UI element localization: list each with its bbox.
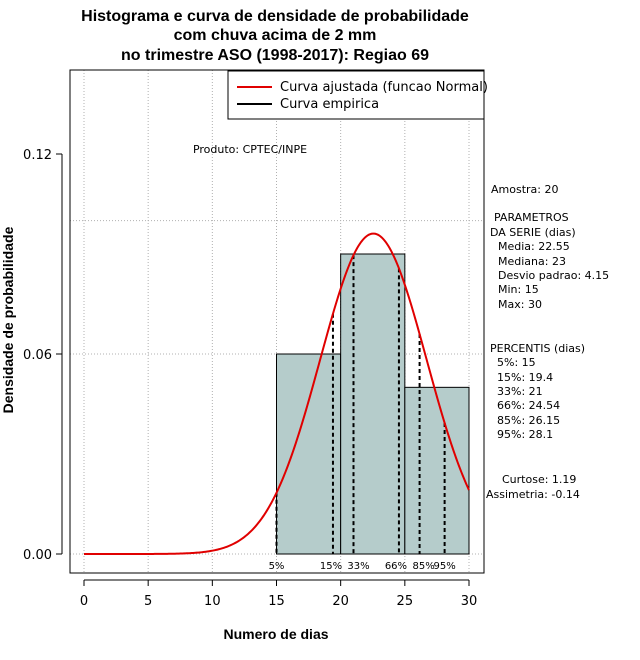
assimetria-text: Assimetria: -0.14 (486, 488, 580, 501)
percentis-title: PERCENTIS (dias) (490, 342, 585, 355)
legend-label-fitted: Curva ajustada (funcao Normal) (280, 80, 488, 95)
x-axis-label: Numero de dias (223, 626, 328, 642)
percentil-15: 15%: 19.4 (497, 371, 553, 384)
params-title-1: PARAMETROS (494, 211, 569, 224)
x-tick-label: 0 (80, 594, 88, 609)
param-media: Media: 22.55 (498, 240, 570, 253)
percentil-5: 5%: 15 (497, 356, 536, 369)
legend-label-empirical: Curva empirica (280, 97, 379, 112)
percentile-label: 33% (347, 561, 369, 572)
histogram-bar (276, 353, 342, 555)
y-tick-label: 0.12 (23, 148, 52, 163)
y-axis-label: Densidade de probabilidade (0, 226, 16, 413)
percentile-lines: 5% 15% 33% 66% 85%95% (269, 255, 456, 572)
histogram-bars (276, 253, 470, 555)
percentile-label: 5% (269, 561, 285, 572)
curtose-text: Curtose: 1.19 (502, 473, 576, 486)
legend: Curva ajustada (funcao Normal) Curva emp… (227, 70, 488, 120)
chart-title-line-1: Histograma e curva de densidade de proba… (81, 8, 469, 25)
y-tick-label: 0.00 (23, 548, 52, 563)
percentil-85: 85%: 26.15 (497, 414, 560, 427)
percentile-label: 15% (320, 561, 342, 572)
normal-curve-path (84, 232, 470, 555)
x-tick-label: 25 (397, 594, 414, 609)
param-mediana: Mediana: 23 (498, 255, 566, 268)
param-max: Max: 30 (498, 298, 542, 311)
percentil-66: 66%: 24.54 (497, 399, 560, 412)
percentile-label: 66% (385, 561, 407, 572)
normal-curve (84, 232, 470, 555)
x-tick-label: 5 (144, 594, 152, 609)
param-desvio: Desvio padrao: 4.15 (498, 269, 609, 282)
legend-box (227, 70, 485, 120)
histogram-bar (404, 386, 470, 555)
percentil-95: 95%: 28.1 (497, 428, 553, 441)
amostra-text: Amostra: 20 (491, 183, 558, 196)
histogram-bar (340, 253, 406, 555)
x-tick-label: 20 (332, 594, 349, 609)
side-panel: Amostra: 20 PARAMETROS DA SERIE (dias) M… (486, 183, 609, 501)
x-tick-label: 15 (268, 594, 285, 609)
axes: 0 5 10 15 20 25 30 0.00 0.06 0.12 (23, 69, 485, 609)
plot-frame (69, 69, 485, 574)
x-tick-label: 10 (204, 594, 221, 609)
percentile-label: 95% (433, 561, 455, 572)
percentil-33: 33%: 21 (497, 385, 543, 398)
y-tick-label: 0.06 (23, 348, 52, 363)
param-min: Min: 15 (498, 283, 539, 296)
product-label: Produto: CPTEC/INPE (193, 143, 307, 156)
percentile-label: 85% (412, 561, 434, 572)
params-title-2: DA SERIE (dias) (490, 226, 576, 239)
x-tick-label: 30 (461, 594, 478, 609)
chart-title-line-3: no trimestre ASO (1998-2017): Regiao 69 (121, 47, 429, 64)
chart-title-line-2: com chuva acima de 2 mm (174, 27, 377, 44)
